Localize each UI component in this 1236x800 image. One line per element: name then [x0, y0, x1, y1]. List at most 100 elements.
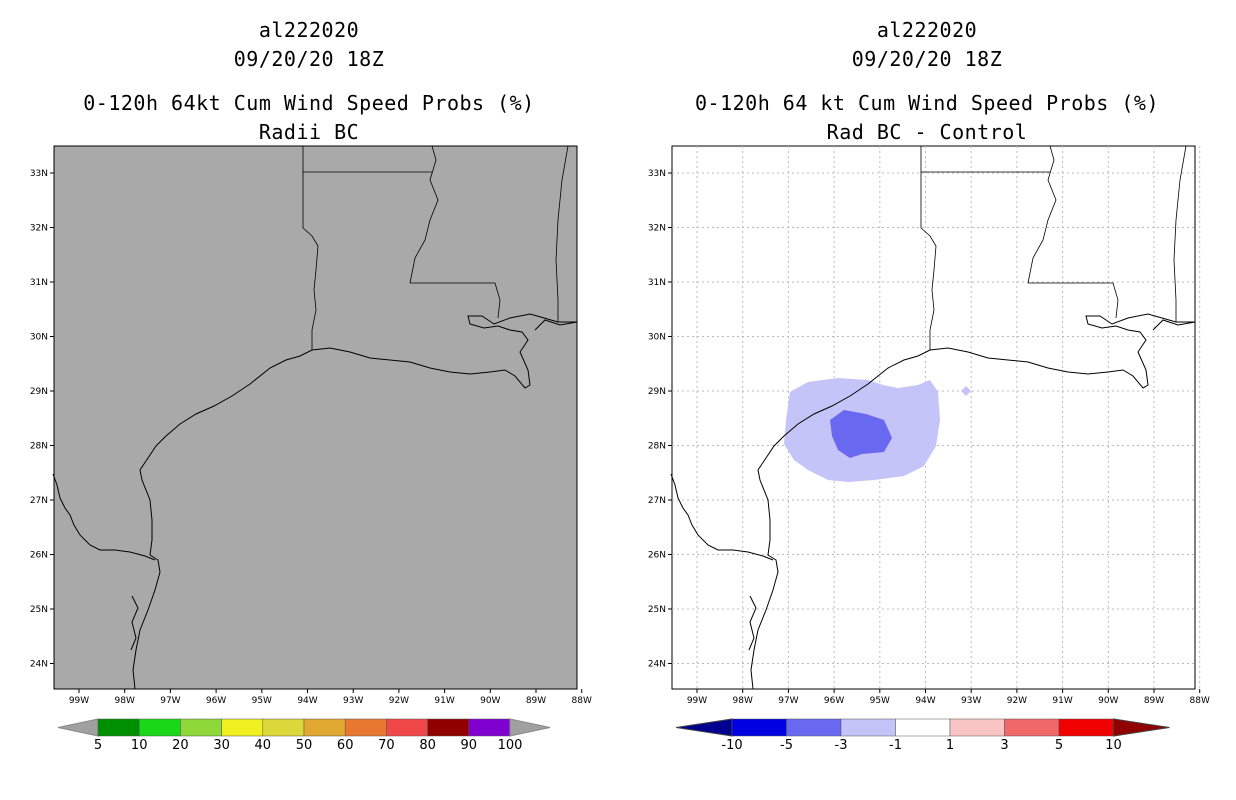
- colorbar-box: [386, 718, 428, 737]
- lon-ticks: 99W 98W 97W 96W 95W 94W 93W 92W 91W 90W 89W 88W: [69, 689, 592, 706]
- colorbar-label: -5: [780, 738, 793, 753]
- lat-tick-label: 28N: [648, 442, 666, 452]
- colorbar-high-triangle: [1113, 718, 1170, 737]
- lat-tick-label: 33N: [648, 169, 666, 179]
- colorbar-box: [344, 718, 387, 737]
- colorbar-label: 1: [946, 738, 954, 753]
- state-borders: [920, 145, 1187, 350]
- colorbar-box: [221, 718, 264, 737]
- colorbar-label: 100: [498, 738, 523, 753]
- colorbar-label: -1: [889, 738, 902, 753]
- panel-subtitle: Rad BC - Control: [826, 120, 1028, 144]
- colorbar-label: 40: [255, 738, 272, 753]
- colorbar-label: 5: [94, 738, 102, 753]
- contour-minus-1-small: [961, 386, 971, 396]
- colorbar-box: [840, 718, 896, 737]
- lat-tick-label: 31N: [648, 278, 666, 288]
- coastline: [52, 313, 578, 690]
- colorbar-box: [731, 718, 787, 737]
- colorbar-low-triangle: [57, 718, 99, 737]
- left-map-figure: 33N 32N 31N 30N 29N 28N 27N 26N 25N 24N 99W 98W 97W…: [30, 145, 592, 753]
- lon-tick-label: 91W: [1052, 696, 1072, 706]
- colorbar-box: [180, 718, 222, 737]
- lon-tick-label: 88W: [1190, 696, 1210, 706]
- left-colorbar: 5 10 20 30 40 50 60 70 80 90 100: [57, 718, 551, 753]
- colorbar-label: 30: [213, 738, 230, 753]
- product-title: 0-120h 64kt Cum Wind Speed Probs (%): [83, 91, 535, 115]
- storm-id-title: al222020: [876, 18, 978, 42]
- contour-minus-3: [830, 410, 892, 458]
- colorbar-box: [786, 718, 842, 737]
- probability-difference-contours: [784, 378, 971, 482]
- lon-tick-label: 96W: [206, 696, 226, 706]
- lat-tick-label: 25N: [648, 605, 666, 615]
- colorbar-label: 70: [378, 738, 395, 753]
- lat-tick-label: 26N: [30, 551, 48, 561]
- lon-tick-label: 93W: [343, 696, 363, 706]
- lon-tick-label: 97W: [160, 696, 180, 706]
- lat-tick-label: 26N: [648, 551, 666, 561]
- lat-tick-label: 30N: [648, 333, 666, 343]
- datetime-title: 09/20/20 18Z: [233, 47, 385, 71]
- state-borders: [302, 145, 569, 350]
- right-colorbar: -10 -5 -3 -1 1 3 5 10: [675, 718, 1170, 753]
- lon-tick-label: 97W: [778, 696, 798, 706]
- lat-tick-label: 30N: [30, 333, 48, 343]
- lon-tick-label: 90W: [480, 696, 500, 706]
- lat-ticks: 33N 32N 31N 30N 29N 28N 27N 26N 25N 24N: [30, 169, 54, 670]
- colorbar-label: 80: [419, 738, 436, 753]
- colorbar-box: [468, 718, 511, 737]
- colorbar-low-triangle: [675, 718, 733, 737]
- colorbar-label: 3: [1000, 738, 1008, 753]
- lon-tick-label: 94W: [297, 696, 317, 706]
- colorbar-box: [303, 718, 346, 737]
- lat-tick-label: 24N: [648, 660, 666, 670]
- colorbar-label: -3: [835, 738, 848, 753]
- lon-tick-label: 99W: [69, 696, 89, 706]
- colorbar-label: 10: [1105, 738, 1122, 753]
- colorbar-box: [97, 718, 140, 737]
- lon-tick-label: 95W: [252, 696, 272, 706]
- colorbar-box: [1058, 718, 1114, 737]
- lon-tick-label: 92W: [389, 696, 409, 706]
- coastline: [670, 313, 1196, 690]
- colorbar-box: [949, 718, 1005, 737]
- colorbar-high-triangle: [509, 718, 551, 737]
- lon-tick-label: 92W: [1007, 696, 1027, 706]
- lon-tick-label: 96W: [824, 696, 844, 706]
- colorbar-box: [1004, 718, 1060, 737]
- colorbar-label: 90: [461, 738, 478, 753]
- colorbar-label: -10: [721, 738, 742, 753]
- storm-id-title: al222020: [258, 18, 360, 42]
- colorbar-label: 5: [1055, 738, 1063, 753]
- map-background: [53, 145, 578, 690]
- lat-tick-label: 27N: [648, 496, 666, 506]
- lat-tick-label: 27N: [30, 496, 48, 506]
- lon-tick-label: 89W: [1144, 696, 1164, 706]
- product-title: 0-120h 64 kt Cum Wind Speed Probs (%): [694, 91, 1160, 115]
- lon-tick-label: 99W: [687, 696, 707, 706]
- lat-tick-label: 24N: [30, 660, 48, 670]
- colorbar-label: 10: [131, 738, 148, 753]
- lon-ticks: 99W 98W 97W 96W 95W 94W 93W 92W 91W 90W 89W 88W: [687, 689, 1210, 706]
- colorbar-label: 60: [337, 738, 354, 753]
- lon-tick-label: 94W: [915, 696, 935, 706]
- lat-tick-label: 32N: [648, 224, 666, 234]
- lat-tick-label: 28N: [30, 442, 48, 452]
- colorbar-box: [262, 718, 305, 737]
- colorbar-box: [138, 718, 181, 737]
- lat-tick-label: 25N: [30, 605, 48, 615]
- colorbar-label: 20: [172, 738, 189, 753]
- lon-tick-label: 88W: [572, 696, 592, 706]
- colorbar-box: [427, 718, 470, 737]
- lon-tick-label: 98W: [115, 696, 135, 706]
- lon-tick-label: 91W: [434, 696, 454, 706]
- lon-tick-label: 95W: [870, 696, 890, 706]
- colorbar-label: 50: [296, 738, 313, 753]
- lon-tick-label: 90W: [1098, 696, 1118, 706]
- panel-subtitle: Radii BC: [258, 120, 360, 144]
- left-panel: al222020 09/20/20 18Z 0-120h 64kt Cum Wi…: [30, 18, 592, 753]
- lat-tick-label: 29N: [648, 387, 666, 397]
- lat-ticks: 33N 32N 31N 30N 29N 28N 27N 26N 25N 24N: [648, 169, 672, 670]
- lon-tick-label: 89W: [526, 696, 546, 706]
